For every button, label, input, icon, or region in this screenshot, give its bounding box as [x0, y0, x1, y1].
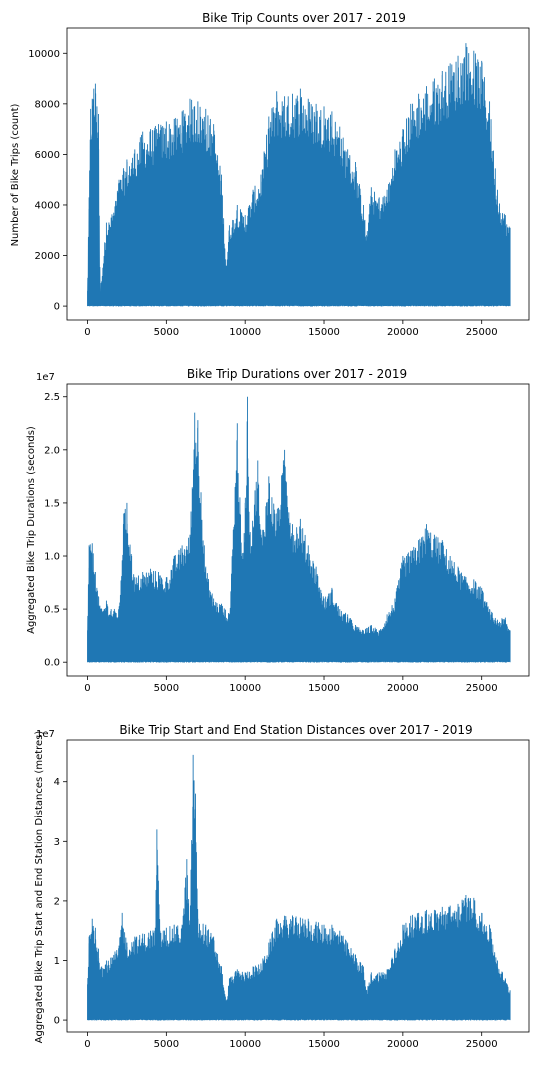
x-tick-label: 20000: [387, 327, 419, 338]
y-axis-label: Number of Bike Trips (count): [10, 103, 21, 246]
y-tick-label: 1.5: [44, 498, 60, 509]
y-tick-label: 8000: [35, 99, 60, 110]
y-tick-label: 6000: [35, 150, 60, 161]
y-tick-label: 2: [54, 896, 60, 907]
y-axis-label: Aggregated Bike Trip Start and End Stati…: [34, 731, 45, 1044]
x-tick-label: 5000: [154, 327, 179, 338]
x-tick-label: 20000: [387, 1039, 419, 1050]
chart-title: Bike Trip Counts over 2017 - 2019: [202, 11, 406, 25]
plot-frame: [66, 27, 530, 321]
plot-area: 0 5000 10000 15000 20000 25000 0 2000 4000 6000 80…: [28, 27, 530, 338]
chart-title: Bike Trip Durations over 2017 - 2019: [187, 367, 407, 381]
x-tick-label: 10000: [229, 1039, 261, 1050]
x-tick-label: 15000: [308, 327, 340, 338]
bike-trip-counts-chart: Bike Trip Counts over 2017 - 2019 Number…: [10, 11, 530, 338]
plot-frame: [66, 383, 530, 677]
y-tick-label: 4000: [35, 200, 60, 211]
y-tick-label: 0: [54, 1016, 60, 1027]
y-tick-label: 0.0: [44, 658, 60, 669]
x-tick-label: 25000: [466, 327, 498, 338]
bike-trip-durations-chart: Bike Trip Durations over 2017 - 2019 1e7…: [26, 367, 530, 694]
x-tick-label: 5000: [154, 1039, 179, 1050]
x-tick-label: 25000: [466, 683, 498, 694]
x-tick-label: 15000: [308, 683, 340, 694]
y-offset-label: 1e7: [36, 729, 55, 740]
x-tick-label: 5000: [154, 683, 179, 694]
y-tick-label: 2000: [35, 251, 60, 262]
y-tick-label: 10000: [28, 49, 60, 60]
series-line-0: [87, 396, 511, 663]
x-tick-label: 10000: [229, 327, 261, 338]
x-tick-label: 15000: [308, 1039, 340, 1050]
x-tick-label: 25000: [466, 1039, 498, 1050]
y-offset-label: 1e7: [36, 372, 55, 383]
x-tick-label: 0: [84, 327, 90, 338]
x-tick-label: 10000: [229, 683, 261, 694]
x-tick-label: 0: [84, 683, 90, 694]
series-line-0: [87, 754, 511, 1021]
x-tick-label: 20000: [387, 683, 419, 694]
y-tick-label: 0: [54, 302, 60, 313]
y-tick-label: 3: [54, 837, 60, 848]
plot-area: 0 5000 10000 15000 20000 25000 0 1 2 3 4: [54, 739, 530, 1050]
series-line-0: [87, 43, 511, 307]
y-axis-label: Aggregated Bike Trip Durations (seconds): [26, 426, 37, 634]
station-distances-chart: Bike Trip Start and End Station Distance…: [34, 723, 530, 1050]
y-tick-label: 4: [54, 777, 60, 788]
y-tick-label: 0.5: [44, 605, 60, 616]
y-tick-label: 2.5: [44, 392, 60, 403]
y-tick-label: 1.0: [44, 552, 60, 563]
chart-title: Bike Trip Start and End Station Distance…: [119, 723, 472, 737]
plot-area: 0 5000 10000 15000 20000 25000 0.0 0.5 1.0 1.5 2.0…: [44, 383, 530, 694]
y-tick-label: 2.0: [44, 445, 60, 456]
y-tick-label: 1: [54, 956, 60, 967]
x-tick-label: 0: [84, 1039, 90, 1050]
plot-frame: [66, 739, 530, 1033]
